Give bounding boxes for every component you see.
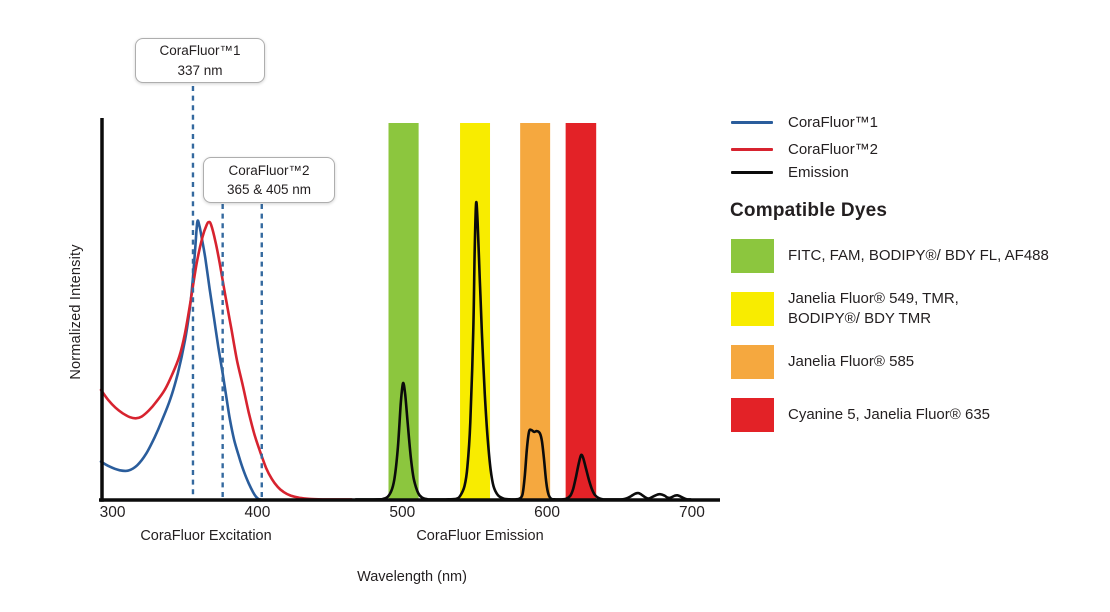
dye-label-line: Janelia Fluor® 585: [788, 352, 915, 370]
dye-item: Janelia Fluor® 549, TMR, BODIPY®/ BDY TMR: [731, 290, 1049, 327]
legend-line-swatch: [731, 170, 773, 174]
legend-item: CoraFluor™2: [731, 139, 878, 159]
dye-color-swatch: [731, 398, 774, 432]
legend-item: CoraFluor™1: [731, 112, 878, 132]
legend-line-swatch: [731, 147, 773, 151]
dye-label-line: Cyanine 5, Janelia Fluor® 635: [788, 405, 991, 423]
band-JaneliaFluor585-band: [520, 123, 551, 499]
x-axis-title: Wavelength (nm): [357, 569, 467, 585]
legend-item-label: Emission: [788, 163, 849, 181]
dye-color-swatch: [731, 239, 774, 273]
legend-line-swatch: [731, 120, 773, 124]
y-axis-title: Normalized Intensity: [68, 244, 84, 380]
band-JaneliaFluor549-TMR-band: [460, 123, 491, 499]
series-curve-Emission: [354, 200, 692, 501]
callout-corafluor1-337nm: CoraFluor™1 337 nm: [135, 38, 265, 83]
dye-item-label: Cyanine 5, Janelia Fluor® 635: [788, 405, 990, 425]
dye-label-line: BODIPY®/ BDY TMR: [788, 310, 932, 327]
callout-value: 365 & 405 nm: [226, 182, 312, 197]
legend: CoraFluor™1 CoraFluor™2 Emission: [731, 112, 878, 182]
legend-item-label: CoraFluor™1: [788, 113, 879, 131]
callout-title: CoraFluor™1: [159, 43, 241, 59]
dye-item: Cyanine 5, Janelia Fluor® 635: [731, 398, 1049, 432]
dye-color-swatch: [731, 345, 774, 379]
x-section-label-excitation: CoraFluor Excitation: [140, 528, 272, 544]
dye-item: FITC, FAM, BODIPY®/ BDY FL, AF488: [731, 239, 1049, 273]
dye-label-line: Janelia Fluor® 549, TMR,: [788, 289, 959, 307]
legend-item-label: CoraFluor™2: [788, 140, 879, 158]
dye-item-label: Janelia Fluor® 585: [788, 352, 914, 372]
x-section-label-emission: CoraFluor Emission: [416, 528, 544, 544]
band-FITC-FAM-BODIPY-FL-AF488-band: [388, 123, 419, 499]
series-curve-CoraFluor-1: [99, 219, 262, 501]
callout-value: 337 nm: [177, 62, 223, 78]
band-Cyanine5-JaneliaFluor635-band: [565, 123, 597, 499]
dye-item-label: FITC, FAM, BODIPY®/ BDY FL, AF488: [788, 246, 1049, 266]
compatible-dyes-heading: Compatible Dyes: [730, 200, 888, 221]
dye-color-swatch: [731, 292, 774, 326]
callout-title: CoraFluor™2: [228, 162, 310, 178]
dye-item-label: Janelia Fluor® 549, TMR, BODIPY®/ BDY TMR: [788, 289, 959, 330]
callout-corafluor2-365-405nm: CoraFluor™2 365 & 405 nm: [203, 157, 335, 203]
legend-item: Emission: [731, 162, 878, 182]
dye-item: Janelia Fluor® 585: [731, 345, 1049, 379]
dye-label-line: FITC, FAM, BODIPY®/ BDY FL, AF488: [788, 246, 1049, 264]
compatible-dyes-list: FITC, FAM, BODIPY®/ BDY FL, AF488 Janelia…: [731, 239, 1049, 451]
series-curve-CoraFluor-2: [99, 220, 353, 501]
